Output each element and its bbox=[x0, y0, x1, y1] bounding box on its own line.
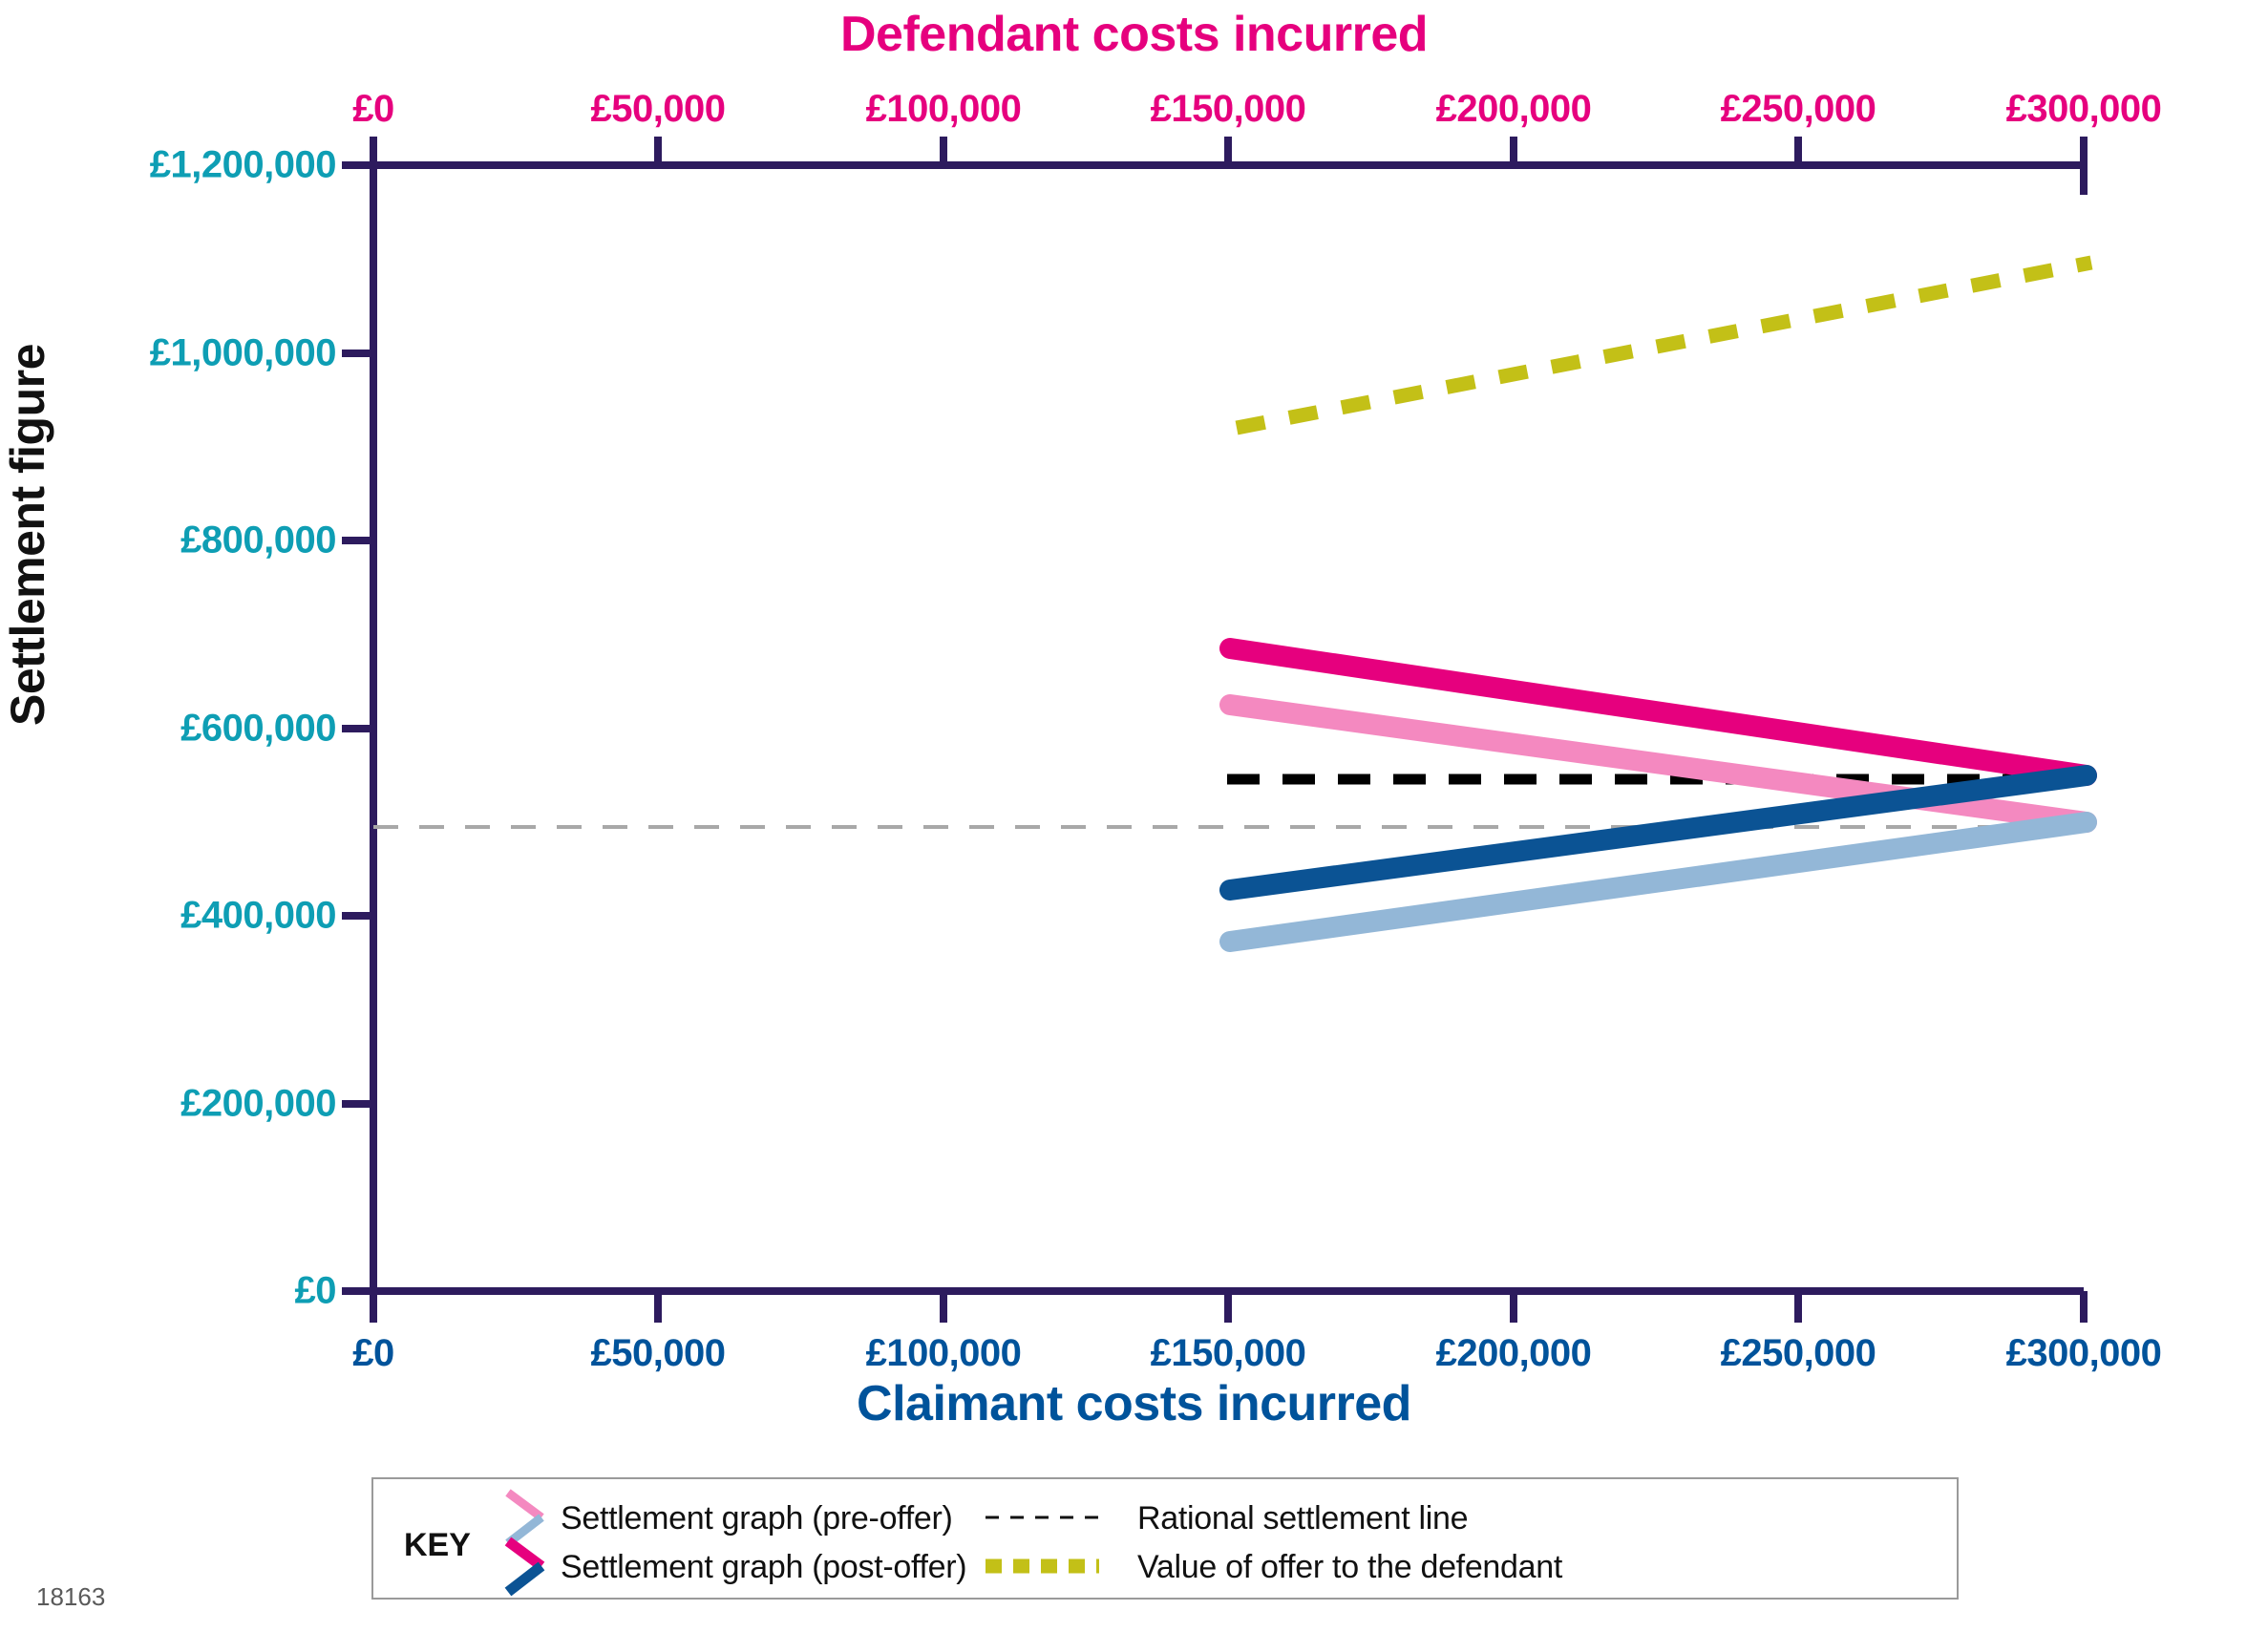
left-tick-label-4: £800,000 bbox=[180, 519, 336, 562]
top-tick-label-6: £300,000 bbox=[2005, 88, 2162, 130]
bottom-tick-label-6: £300,000 bbox=[2005, 1332, 2162, 1374]
legend-swatch-post-offer-icon bbox=[504, 1537, 545, 1597]
bottom-tick-label-5: £250,000 bbox=[1720, 1332, 1876, 1374]
legend: KEY Settlement graph (pre-offer) Settlem… bbox=[371, 1477, 1959, 1600]
series-value-of-offer bbox=[1235, 255, 2093, 435]
legend-item-label-3: Value of offer to the defendant bbox=[1137, 1549, 1563, 1585]
bottom-axis-ticks bbox=[370, 1291, 2088, 1323]
legend-key-label: KEY bbox=[404, 1527, 471, 1563]
top-axis-title: Defendant costs incurred bbox=[839, 7, 1429, 62]
legend-swatches bbox=[504, 1489, 1099, 1597]
top-axis-ticks bbox=[370, 137, 2088, 165]
left-axis-ticks bbox=[342, 161, 373, 1295]
left-tick-label-6: £1,200,000 bbox=[149, 143, 337, 186]
bottom-axis-title: Claimant costs incurred bbox=[857, 1376, 1411, 1431]
legend-item-label-0: Settlement graph (pre-offer) bbox=[561, 1500, 953, 1537]
plot-area bbox=[342, 137, 2097, 1323]
top-tick-label-4: £200,000 bbox=[1435, 88, 1592, 130]
top-tick-label-5: £250,000 bbox=[1720, 88, 1876, 130]
legend-item-label-1: Settlement graph (post-offer) bbox=[561, 1549, 967, 1585]
bottom-tick-label-0: £0 bbox=[352, 1332, 394, 1374]
bottom-tick-label-3: £150,000 bbox=[1150, 1332, 1306, 1374]
left-tick-label-1: £200,000 bbox=[180, 1082, 336, 1125]
top-tick-label-0: £0 bbox=[352, 88, 394, 130]
bottom-tick-label-4: £200,000 bbox=[1435, 1332, 1592, 1374]
series-post-offer-claimant bbox=[1219, 638, 2097, 786]
series-pre-offer-defendant bbox=[1219, 812, 2097, 952]
left-tick-label-0: £0 bbox=[294, 1269, 337, 1312]
top-tick-label-1: £50,000 bbox=[590, 88, 726, 130]
legend-item-label-2: Rational settlement line bbox=[1137, 1500, 1469, 1537]
bottom-tick-label-2: £100,000 bbox=[865, 1332, 1022, 1374]
top-tick-label-3: £150,000 bbox=[1150, 88, 1306, 130]
left-tick-label-3: £600,000 bbox=[180, 707, 336, 750]
top-tick-label-2: £100,000 bbox=[865, 88, 1022, 130]
left-tick-label-5: £1,000,000 bbox=[149, 331, 337, 374]
legend-swatch-pre-offer-icon bbox=[505, 1489, 544, 1547]
footer-reference-code: 18163 bbox=[36, 1582, 106, 1611]
left-tick-label-2: £400,000 bbox=[180, 894, 336, 937]
bottom-tick-label-1: £50,000 bbox=[590, 1332, 726, 1374]
series-post-offer-defendant bbox=[1219, 765, 2097, 901]
